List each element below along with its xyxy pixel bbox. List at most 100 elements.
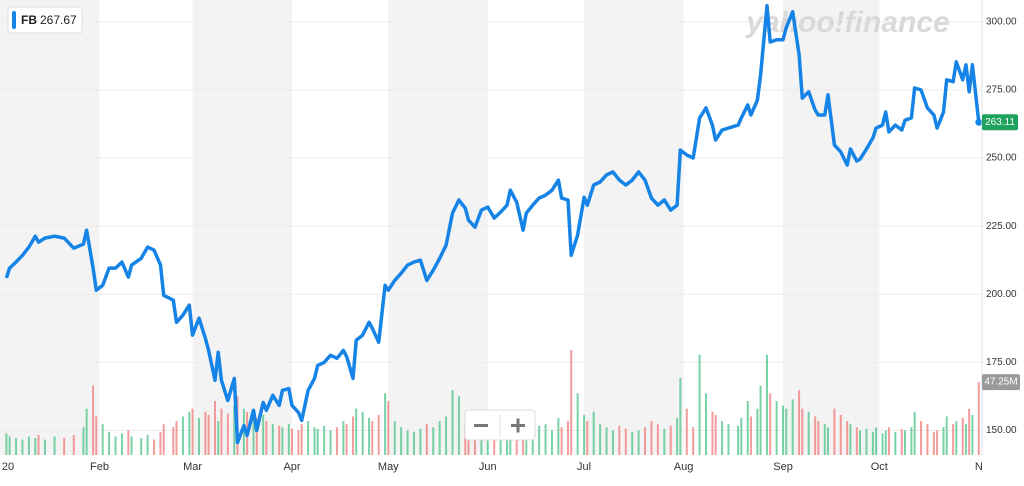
volume-bar <box>749 416 752 455</box>
volume-bar <box>287 424 290 455</box>
volume-bar <box>207 414 210 455</box>
y-tick-label: 175.00 <box>986 357 1017 368</box>
volume-tag <box>982 374 1020 391</box>
x-tick-label: Feb <box>90 461 109 473</box>
volume-bar <box>663 428 666 455</box>
volume-bar <box>746 401 749 455</box>
volume-bar <box>942 427 945 455</box>
volume-bar <box>714 414 717 455</box>
y-tick-label: 150.00 <box>986 425 1017 436</box>
volume-bar <box>544 424 547 455</box>
volume-bar <box>525 427 528 455</box>
volume-bar <box>352 416 355 455</box>
volume-bar <box>281 427 284 455</box>
volume-bar <box>599 424 602 455</box>
volume-bar <box>140 438 143 455</box>
volume-bar <box>875 427 878 455</box>
volume-bar <box>316 428 319 455</box>
y-tick-label: 300.00 <box>986 16 1017 27</box>
volume-bar <box>159 431 162 455</box>
volume-bar <box>650 421 653 455</box>
volume-bar <box>114 436 117 455</box>
volume-bar <box>711 411 714 455</box>
volume-bar <box>570 350 573 455</box>
volume-bar <box>920 421 923 455</box>
volume-bar <box>583 414 586 455</box>
volume-bar <box>130 436 133 455</box>
volume-bar <box>197 417 200 455</box>
volume-bar <box>181 416 184 455</box>
volume-bar <box>355 408 358 455</box>
volume-bar <box>765 354 768 455</box>
x-tick-label: Apr <box>283 461 300 473</box>
zoom-in[interactable] <box>511 418 525 433</box>
volume-bar <box>740 417 743 455</box>
symbol: FB <box>21 13 37 27</box>
volume-bar <box>737 425 740 455</box>
volume-bar <box>220 408 223 455</box>
volume-bar <box>499 427 502 455</box>
x-tick-label: Aug <box>674 461 694 473</box>
volume-bar <box>785 408 788 455</box>
volume-bar <box>945 416 948 455</box>
volume-bar <box>63 438 66 455</box>
volume-bar <box>265 421 268 455</box>
month-band <box>388 0 488 455</box>
watermark: yahoo!finance <box>744 6 949 39</box>
y-tick-label: 200.00 <box>986 289 1017 300</box>
volume-bar <box>53 436 56 455</box>
y-tick-label: 250.00 <box>986 153 1017 164</box>
volume-bar <box>412 431 415 455</box>
volume-bar <box>371 421 374 455</box>
last-point <box>975 118 983 126</box>
volume-bar <box>567 421 570 455</box>
volume-bar <box>782 405 785 455</box>
volume-bar <box>903 430 906 455</box>
volume-bar <box>705 393 708 455</box>
volume-bar <box>127 430 130 455</box>
volume-tag-label: 47.25M <box>984 377 1017 388</box>
volume-bar <box>425 424 428 455</box>
volume-bar <box>871 431 874 455</box>
volume-bar <box>977 382 980 455</box>
volume-bar <box>406 430 409 455</box>
volume-bar <box>887 427 890 455</box>
volume-bar <box>300 424 303 455</box>
volume-bar <box>451 390 454 455</box>
volume-bar <box>377 414 380 455</box>
volume-bar <box>345 424 348 455</box>
volume-bar <box>936 430 939 455</box>
volume-bar <box>188 411 191 455</box>
zoom-out[interactable] <box>474 424 488 427</box>
volume-bar <box>926 424 929 455</box>
volume-bar <box>531 428 534 455</box>
volume-bar <box>233 405 236 455</box>
volume-bar <box>727 424 730 455</box>
volume-bar <box>823 424 826 455</box>
volume-bar <box>801 408 804 455</box>
volume-bar <box>605 427 608 455</box>
volume-bar <box>108 431 111 455</box>
volume-bar <box>271 424 274 455</box>
volume-bar <box>833 408 836 455</box>
volume-bar <box>644 427 647 455</box>
volume-bar <box>297 430 300 455</box>
volume-bar <box>445 416 448 455</box>
volume-bar <box>438 421 441 455</box>
volume-bar <box>884 430 887 455</box>
volume-bar <box>43 439 46 455</box>
volume-bar <box>932 431 935 455</box>
volume-bar <box>624 428 627 455</box>
volume-bar <box>120 433 123 455</box>
volume-bar <box>900 428 903 455</box>
volume-bar <box>72 434 75 455</box>
volume-bar <box>473 427 476 455</box>
volume-bar <box>881 433 884 455</box>
volume-bar <box>618 425 621 455</box>
volume-bar <box>361 411 364 455</box>
volume-bar <box>910 427 913 455</box>
volume-bar <box>21 439 24 455</box>
volume-bar <box>15 438 18 455</box>
volume-bar <box>387 401 390 455</box>
